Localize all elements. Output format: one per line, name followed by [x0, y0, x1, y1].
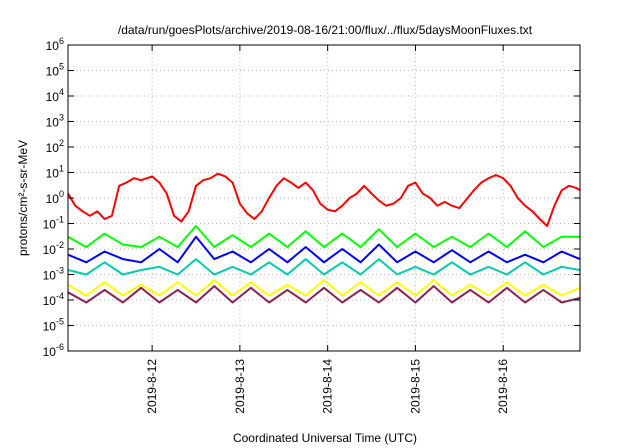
y-tick-label: 102: [46, 138, 64, 155]
y-tick-label: 106: [46, 36, 64, 53]
y-tick-label: 10-5: [43, 317, 64, 334]
series-layer: [68, 172, 580, 304]
x-tick-label: 2019-8-14: [321, 359, 335, 414]
y-tick-label: 10-2: [43, 240, 64, 257]
y-tick-label: 10-6: [43, 342, 64, 359]
x-tick-label: 2019-8-16: [496, 359, 510, 414]
x-axis-ticks: 2019-8-12 2019-8-13 2019-8-14 2019-8-15 2019…: [145, 45, 510, 414]
grid: [68, 45, 580, 351]
x-tick-label: 2019-8-15: [408, 359, 422, 414]
series-line-3: [68, 235, 580, 264]
series-line-6: [68, 285, 580, 304]
y-tick-label: 104: [46, 87, 64, 104]
chart-title: /data/run/goesPlots/archive/2019-08-16/2…: [118, 23, 533, 37]
series-line-5: [68, 279, 580, 297]
series-line-4: [68, 258, 580, 276]
x-tick-label: 2019-8-13: [233, 359, 247, 414]
y-axis-label: protons/cm²-s-sr-MeV: [16, 140, 30, 256]
x-axis-label: Coordinated Universal Time (UTC): [233, 431, 417, 445]
y-tick-label: 10-4: [43, 291, 64, 308]
y-tick-label: 105: [46, 62, 64, 79]
y-tick-label: 100: [46, 189, 64, 206]
x-tick-label: 2019-8-12: [145, 359, 159, 414]
y-tick-label: 103: [46, 113, 64, 130]
y-tick-label: 101: [46, 164, 64, 181]
y-tick-label: 10-3: [43, 266, 64, 283]
y-axis-ticks: 10-6 10-5 10-4 10-3 10-2 10-1 100 101 102 103 104 1…: [43, 36, 580, 359]
y-tick-label: 10-1: [43, 215, 64, 232]
series-line-1: [68, 172, 580, 227]
series-line-2: [68, 225, 580, 248]
